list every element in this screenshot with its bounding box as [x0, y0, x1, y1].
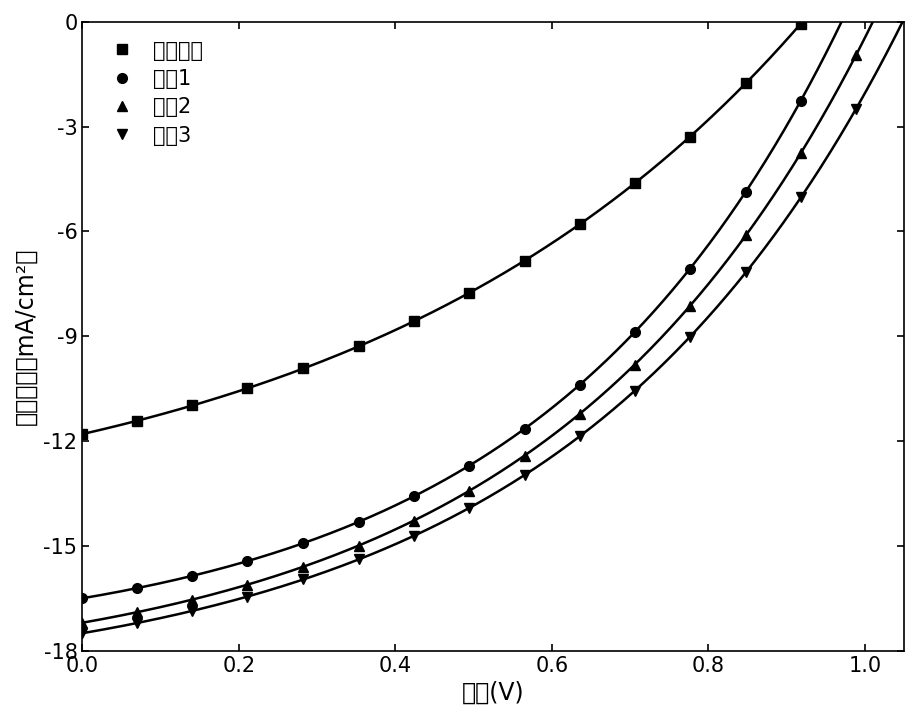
实例3: [187, 607, 198, 615]
Line: 实例1: 实例1: [77, 0, 917, 603]
对比实例: [298, 364, 309, 372]
实例1: [740, 188, 751, 196]
实例3: [77, 629, 88, 638]
实例1: [795, 96, 806, 105]
实例1: [574, 380, 585, 389]
对比实例: [132, 416, 143, 425]
实例1: [242, 557, 253, 565]
实例1: [408, 493, 419, 501]
Line: 实例2: 实例2: [77, 0, 917, 628]
实例2: [298, 562, 309, 571]
实例3: [132, 618, 143, 627]
对比实例: [353, 342, 364, 351]
实例2: [242, 580, 253, 589]
实例1: [353, 518, 364, 526]
实例2: [629, 360, 640, 369]
对比实例: [463, 289, 474, 298]
实例2: [740, 231, 751, 239]
实例3: [298, 575, 309, 584]
对比实例: [187, 401, 198, 410]
实例3: [850, 105, 861, 114]
Line: 对比实例: 对比实例: [77, 0, 917, 439]
实例1: [850, 0, 861, 9]
实例3: [740, 268, 751, 277]
实例2: [520, 452, 531, 460]
实例2: [574, 410, 585, 418]
对比实例: [906, 0, 917, 9]
对比实例: [574, 220, 585, 229]
Legend: 对比实例, 实例1, 实例2, 实例3: 对比实例, 实例1, 实例2, 实例3: [93, 32, 211, 154]
对比实例: [242, 384, 253, 393]
实例1: [684, 265, 695, 273]
对比实例: [795, 19, 806, 28]
实例2: [77, 618, 88, 627]
实例3: [906, 0, 917, 9]
实例3: [629, 387, 640, 395]
实例2: [132, 608, 143, 616]
实例3: [408, 531, 419, 540]
实例3: [520, 471, 531, 480]
实例2: [850, 51, 861, 60]
实例1: [187, 572, 198, 580]
对比实例: [684, 132, 695, 141]
实例1: [906, 0, 917, 9]
Line: 实例3: 实例3: [77, 0, 917, 638]
实例3: [353, 555, 364, 564]
对比实例: [520, 256, 531, 265]
对比实例: [77, 430, 88, 439]
实例1: [77, 594, 88, 603]
实例2: [906, 0, 917, 9]
实例2: [795, 149, 806, 157]
对比实例: [408, 317, 419, 326]
实例3: [463, 504, 474, 513]
对比实例: [629, 179, 640, 188]
X-axis label: 电压(V): 电压(V): [462, 681, 524, 705]
实例2: [408, 516, 419, 525]
实例3: [795, 193, 806, 202]
实例1: [463, 462, 474, 470]
Y-axis label: 电流密度（mA/cm²）: 电流密度（mA/cm²）: [14, 247, 38, 425]
实例2: [684, 302, 695, 311]
对比实例: [740, 79, 751, 88]
实例3: [242, 592, 253, 601]
实例3: [574, 432, 585, 441]
实例3: [684, 333, 695, 342]
实例1: [298, 539, 309, 547]
实例1: [520, 424, 531, 433]
实例1: [132, 584, 143, 592]
实例2: [463, 487, 474, 495]
实例2: [187, 595, 198, 604]
实例1: [629, 328, 640, 336]
实例2: [353, 541, 364, 550]
对比实例: [850, 0, 861, 9]
